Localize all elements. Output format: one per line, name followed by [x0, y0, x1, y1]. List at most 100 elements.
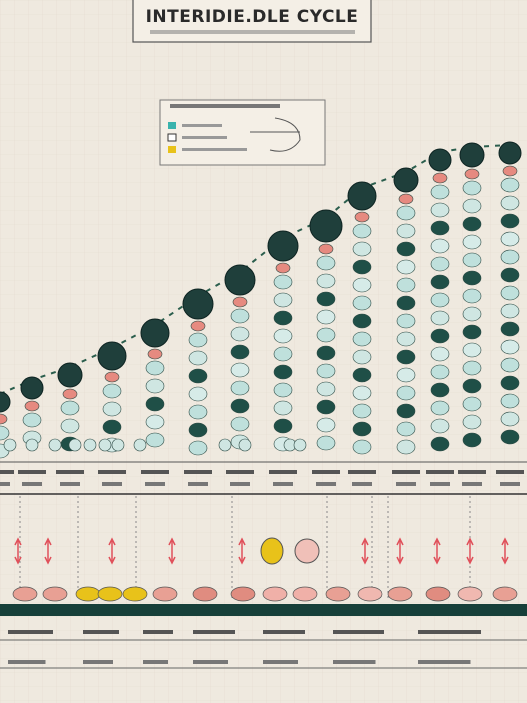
bead: [316, 255, 336, 271]
legend-text: [182, 148, 247, 151]
label-scribble: [269, 470, 297, 474]
bead: [352, 223, 372, 239]
arrow-head: [501, 537, 509, 565]
bead: [188, 422, 208, 438]
label-scribble: [316, 482, 336, 486]
label-scribble: [0, 482, 10, 486]
bead: [500, 195, 520, 211]
bead: [500, 267, 520, 283]
bead: [462, 396, 482, 412]
legend-swatch: [168, 122, 176, 129]
bead: [318, 243, 334, 255]
pill: [192, 586, 218, 602]
bead: [230, 398, 250, 414]
bead: [430, 382, 450, 398]
arrow-head: [396, 537, 404, 565]
bead-cluster: [98, 438, 112, 452]
bead: [430, 292, 450, 308]
bead: [432, 172, 448, 184]
bead: [500, 375, 520, 391]
bead: [62, 388, 78, 400]
bead: [396, 331, 416, 347]
table-scribble: [143, 660, 168, 664]
bead-cluster: [218, 438, 232, 452]
yellow-capsule: [260, 537, 284, 565]
bead: [396, 259, 416, 275]
bead: [430, 418, 450, 434]
label-scribble: [60, 482, 80, 486]
top-ball: [20, 376, 44, 400]
bead: [500, 357, 520, 373]
bead: [316, 327, 336, 343]
label-scribble: [426, 470, 454, 474]
arrow-head: [466, 537, 474, 565]
bead: [316, 399, 336, 415]
table-scribble: [263, 630, 305, 634]
bead: [352, 421, 372, 437]
bead: [145, 378, 165, 394]
pill: [292, 586, 318, 602]
bead-cluster: [293, 438, 307, 452]
label-scribble: [273, 482, 293, 486]
bead: [230, 326, 250, 342]
top-ball: [140, 318, 170, 348]
label-scribble: [0, 470, 14, 474]
subtitle-scribble: [150, 30, 355, 34]
bead: [430, 256, 450, 272]
bead: [462, 306, 482, 322]
pill: [357, 586, 383, 602]
bead: [230, 362, 250, 378]
bead: [500, 393, 520, 409]
bead: [102, 419, 122, 435]
table-scribble: [193, 630, 235, 634]
bead: [60, 418, 80, 434]
bead-cluster: [3, 438, 17, 452]
bead-cluster: [83, 438, 97, 452]
bead: [430, 310, 450, 326]
bead: [352, 277, 372, 293]
pill: [387, 586, 413, 602]
bead: [145, 396, 165, 412]
arrow-head: [361, 537, 369, 565]
bead: [462, 414, 482, 430]
bead: [352, 295, 372, 311]
bead: [396, 403, 416, 419]
pill: [152, 586, 178, 602]
arrow-head: [108, 537, 116, 565]
bead: [190, 320, 206, 332]
bead: [104, 371, 120, 383]
legend-box: [159, 99, 326, 166]
bead: [316, 363, 336, 379]
table-scribble: [8, 660, 46, 664]
bead: [230, 380, 250, 396]
bead: [500, 429, 520, 445]
bead-cluster: [133, 438, 147, 452]
label-scribble: [458, 470, 486, 474]
bead: [273, 328, 293, 344]
bead: [352, 331, 372, 347]
label-scribble: [496, 470, 524, 474]
legend-heading: [170, 104, 280, 108]
top-ball: [309, 209, 343, 243]
bead: [145, 414, 165, 430]
bead: [145, 360, 165, 376]
bead: [462, 288, 482, 304]
top-ball: [224, 264, 256, 296]
label-scribble: [188, 482, 208, 486]
legend-swatch: [168, 146, 176, 153]
top-ball: [459, 142, 485, 168]
bead: [396, 277, 416, 293]
bead: [462, 180, 482, 196]
bead: [462, 234, 482, 250]
bead: [352, 313, 372, 329]
bead: [462, 342, 482, 358]
table-scribble: [143, 630, 173, 634]
bead-cluster: [111, 438, 125, 452]
bead: [232, 296, 248, 308]
bead: [188, 368, 208, 384]
bead: [462, 324, 482, 340]
pill: [75, 586, 101, 602]
bead: [147, 348, 163, 360]
bead: [500, 231, 520, 247]
bead: [462, 432, 482, 448]
